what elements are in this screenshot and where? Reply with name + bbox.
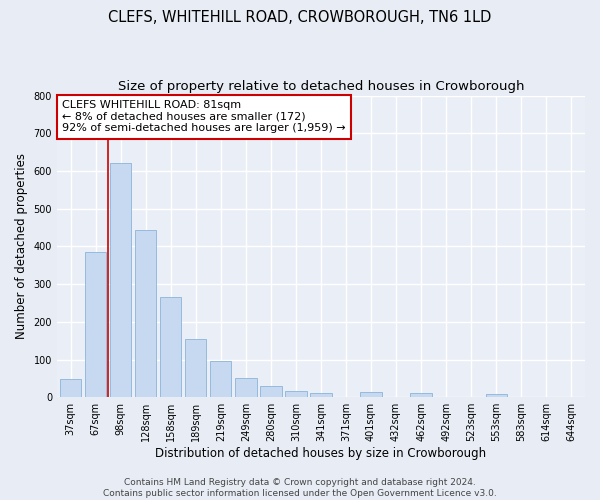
Bar <box>410 392 432 397</box>
Bar <box>260 386 281 397</box>
Bar <box>85 252 106 397</box>
Bar <box>210 360 232 397</box>
Bar <box>160 298 181 397</box>
Bar <box>60 379 82 397</box>
Title: Size of property relative to detached houses in Crowborough: Size of property relative to detached ho… <box>118 80 524 93</box>
Bar <box>110 162 131 397</box>
Text: Contains HM Land Registry data © Crown copyright and database right 2024.
Contai: Contains HM Land Registry data © Crown c… <box>103 478 497 498</box>
Text: CLEFS WHITEHILL ROAD: 81sqm
← 8% of detached houses are smaller (172)
92% of sem: CLEFS WHITEHILL ROAD: 81sqm ← 8% of deta… <box>62 100 346 134</box>
Bar <box>135 230 157 397</box>
Bar <box>310 392 332 397</box>
X-axis label: Distribution of detached houses by size in Crowborough: Distribution of detached houses by size … <box>155 447 487 460</box>
Bar <box>235 378 257 397</box>
Bar <box>285 391 307 397</box>
Bar <box>361 392 382 397</box>
Y-axis label: Number of detached properties: Number of detached properties <box>15 154 28 340</box>
Text: CLEFS, WHITEHILL ROAD, CROWBOROUGH, TN6 1LD: CLEFS, WHITEHILL ROAD, CROWBOROUGH, TN6 … <box>109 10 491 25</box>
Bar <box>485 394 507 397</box>
Bar <box>185 339 206 397</box>
